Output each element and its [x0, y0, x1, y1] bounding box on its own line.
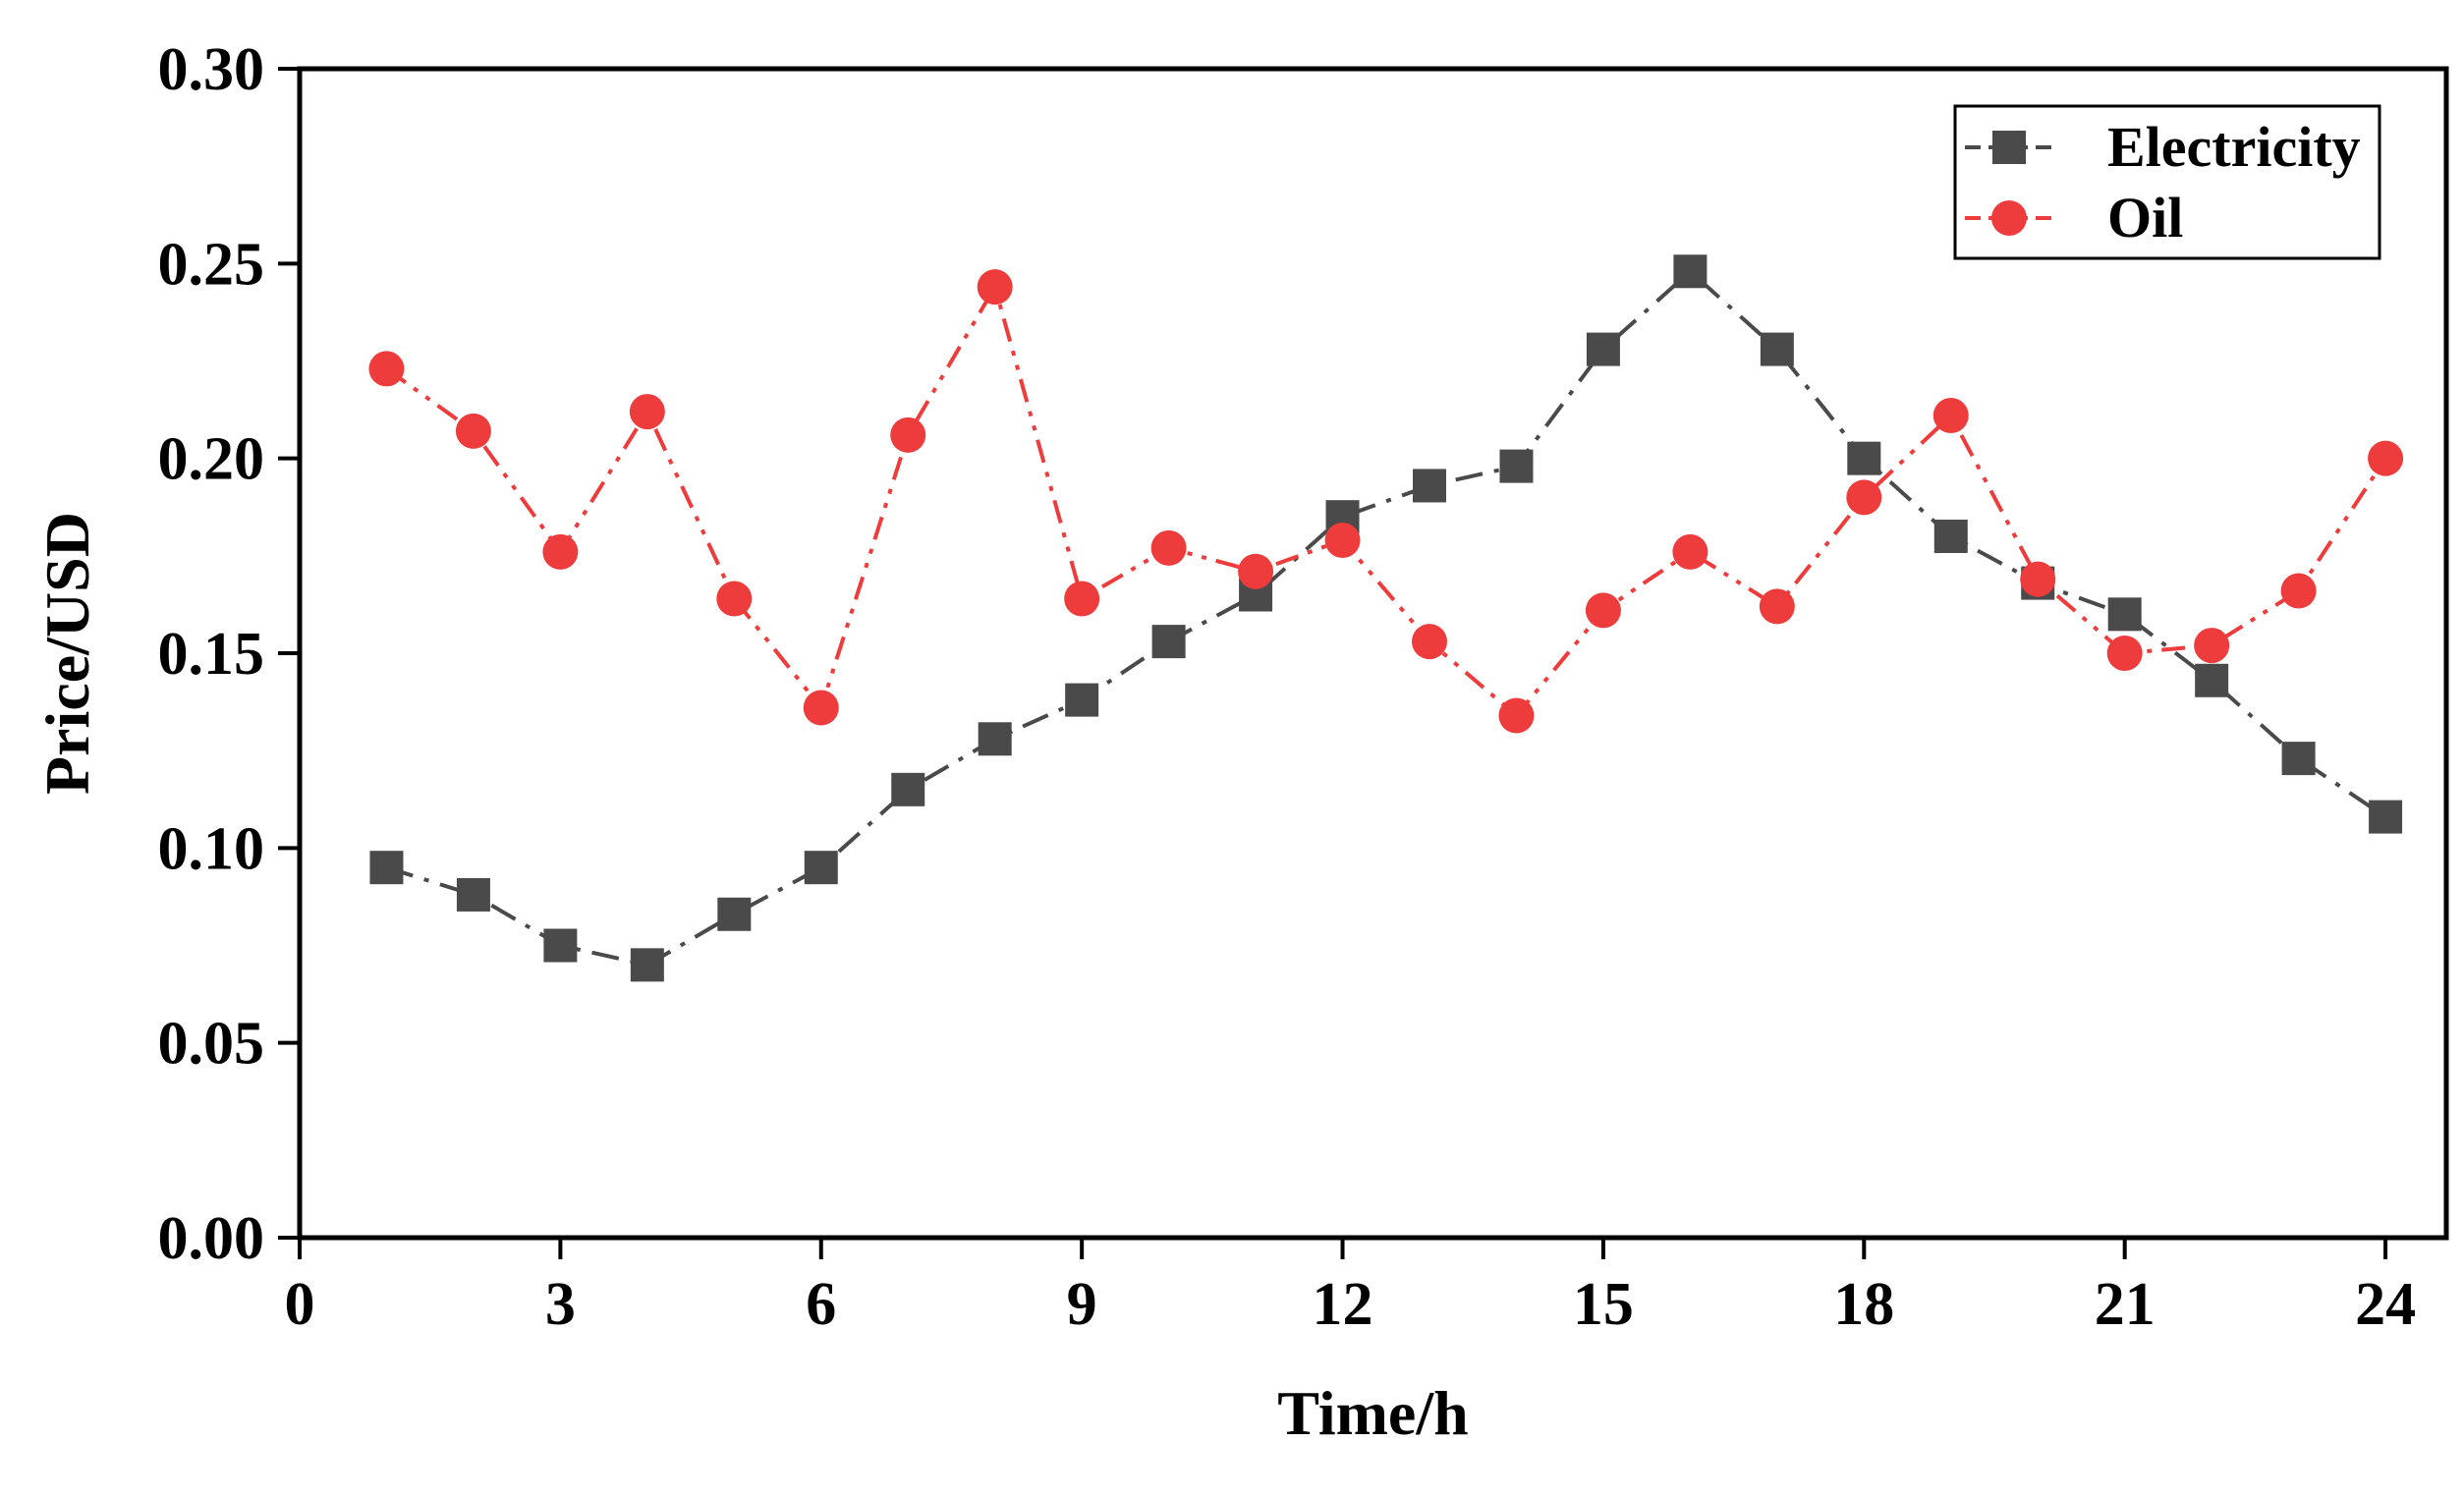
- electricity-point: [717, 897, 752, 931]
- y-tick-label: 0.30: [158, 36, 265, 103]
- electricity-point: [804, 851, 838, 885]
- oil-point: [1238, 553, 1274, 589]
- x-axis-label: Time/h: [1277, 1378, 1468, 1448]
- electricity-point: [1847, 441, 1881, 475]
- electricity-point: [1673, 254, 1708, 289]
- electricity-point: [630, 948, 664, 982]
- legend-items: Electricity Oil: [1965, 115, 2361, 250]
- x-tick-label: 6: [806, 1271, 836, 1338]
- legend: Electricity Oil: [1953, 104, 2381, 260]
- oil-point: [2020, 561, 2056, 597]
- oil-point: [1064, 581, 1100, 617]
- oil-point: [803, 690, 839, 726]
- legend-label-oil: Oil: [2107, 186, 2183, 250]
- y-tick-label: 0.05: [158, 1011, 265, 1078]
- electricity-point: [456, 877, 490, 912]
- legend-marker-electricity: [1992, 131, 2026, 164]
- oil-point: [716, 581, 753, 617]
- electricity-point: [1586, 332, 1620, 366]
- oil-point: [2106, 636, 2143, 671]
- oil-point: [2280, 573, 2317, 609]
- electricity-point: [369, 851, 404, 885]
- electricity-point: [2369, 800, 2403, 834]
- oil-line: [385, 282, 2387, 719]
- oil-point: [1932, 398, 1969, 434]
- electricity-point: [1499, 449, 1534, 483]
- y-axis-label: Price/USD: [32, 512, 102, 795]
- legend-label-electricity: Electricity: [2107, 115, 2361, 179]
- y-tick-label: 0.00: [158, 1205, 265, 1272]
- electricity-point: [1760, 332, 1794, 366]
- legend-item-electricity: Electricity: [1965, 115, 2361, 179]
- series-layer: [368, 254, 2404, 982]
- electricity-point: [978, 722, 1012, 756]
- x-tick-label: 9: [1067, 1271, 1097, 1338]
- axis-ticks: 0 3 6 9 12 15 18 21 24 0.00 0.05 0.10 0.15 0.20 0.25 0.…: [158, 36, 2417, 1338]
- x-tick-label: 24: [2355, 1271, 2416, 1338]
- x-tick-label: 12: [1313, 1271, 1373, 1338]
- oil-point: [1585, 592, 1621, 629]
- electricity-point: [1413, 469, 1446, 503]
- y-tick-label: 0.10: [158, 815, 265, 882]
- oil-point: [455, 413, 491, 449]
- electricity-point: [2281, 742, 2316, 776]
- oil-point: [1150, 529, 1187, 566]
- y-tick-label: 0.25: [158, 231, 265, 298]
- oil-point: [1846, 479, 1882, 516]
- y-tick-label: 0.20: [158, 426, 265, 493]
- oil-point: [1412, 624, 1447, 660]
- oil-point: [1759, 588, 1795, 625]
- x-tick-label: 21: [2095, 1271, 2156, 1338]
- oil-point: [542, 533, 579, 570]
- oil-point: [629, 394, 665, 430]
- oil-point: [890, 416, 926, 453]
- electricity-series: [369, 254, 2403, 982]
- plot-frame: [297, 66, 2449, 1241]
- oil-point: [977, 269, 1013, 305]
- x-tick-label: 18: [1833, 1271, 1894, 1338]
- electricity-point: [891, 772, 925, 806]
- electricity-point: [1151, 625, 1186, 659]
- x-tick-label: 15: [1573, 1271, 1634, 1338]
- oil-point: [2368, 440, 2404, 476]
- electricity-point: [2195, 663, 2229, 697]
- oil-point: [1672, 533, 1708, 570]
- legend-marker-oil: [1991, 200, 2027, 236]
- oil-point: [1498, 697, 1535, 734]
- oil-point: [368, 351, 405, 387]
- x-tick-label: 0: [285, 1271, 315, 1338]
- electricity-point: [543, 928, 578, 963]
- legend-item-oil: Oil: [1965, 186, 2183, 250]
- electricity-point: [1065, 683, 1099, 717]
- oil-series: [368, 269, 2404, 734]
- x-tick-label: 3: [545, 1271, 576, 1338]
- y-tick-label: 0.15: [158, 621, 265, 688]
- electricity-point: [2107, 597, 2142, 632]
- oil-point: [1324, 522, 1361, 558]
- electricity-point: [1933, 520, 1968, 553]
- oil-point: [2194, 628, 2230, 664]
